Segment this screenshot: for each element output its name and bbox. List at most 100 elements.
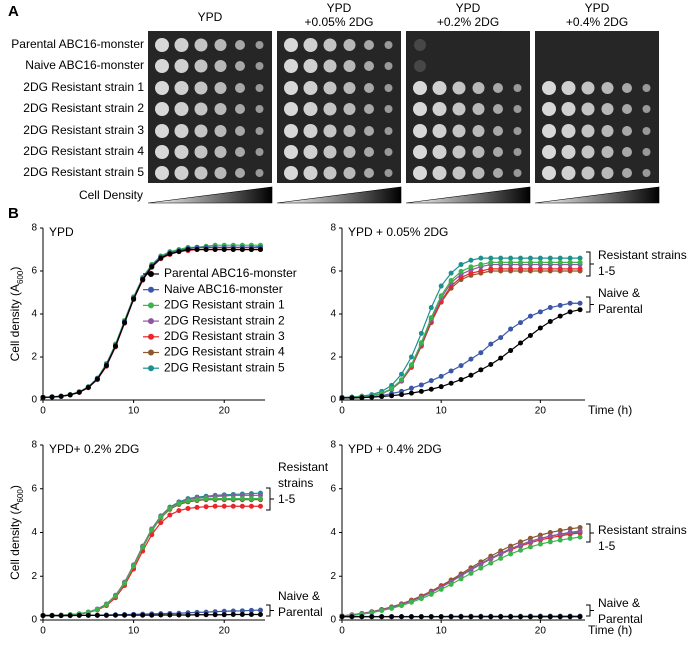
data-point — [167, 505, 173, 511]
data-point — [131, 612, 137, 618]
data-point — [518, 259, 524, 265]
spot — [413, 166, 427, 180]
row-label: 2DG Resistant strain 3 — [23, 123, 144, 137]
spot — [601, 103, 614, 115]
data-point — [468, 257, 474, 263]
row-label: 2DG Resistant strain 2 — [23, 101, 144, 115]
data-point — [498, 555, 504, 561]
spot — [542, 102, 556, 116]
data-point — [468, 264, 474, 270]
data-point — [547, 530, 553, 535]
spot — [581, 81, 595, 95]
chart-title: YPD+ 0.2% 2DG — [49, 442, 139, 456]
data-point — [379, 394, 385, 400]
y-tick-label: 2 — [31, 571, 37, 582]
spot — [323, 38, 337, 52]
data-point — [438, 293, 444, 299]
data-point — [438, 586, 444, 592]
data-point — [518, 340, 524, 346]
spot — [255, 127, 264, 135]
data-point — [58, 613, 64, 619]
data-point — [185, 612, 191, 618]
spot — [214, 39, 227, 51]
data-point — [112, 593, 118, 599]
data-point — [577, 307, 583, 313]
data-point — [498, 614, 504, 620]
data-point — [418, 388, 424, 394]
spot — [303, 166, 318, 180]
data-point — [498, 335, 504, 341]
data-point — [428, 315, 434, 321]
density-label: Cell Density — [79, 188, 143, 202]
spot — [581, 124, 595, 138]
data-point — [478, 268, 484, 274]
spot — [601, 146, 614, 158]
spot — [155, 81, 169, 95]
data-point — [40, 613, 46, 619]
spot — [235, 61, 245, 71]
data-point — [438, 614, 444, 620]
data-point — [518, 547, 524, 553]
data-point — [557, 313, 563, 319]
density-wedge — [276, 186, 402, 204]
spot — [472, 82, 485, 94]
data-point — [257, 503, 263, 509]
data-point — [518, 266, 524, 272]
data-point — [379, 608, 385, 614]
spot — [364, 147, 374, 157]
spot — [194, 102, 208, 116]
spot — [542, 124, 556, 138]
spot — [155, 59, 169, 73]
data-point — [518, 320, 524, 326]
data-point — [408, 354, 414, 360]
data-point — [85, 385, 91, 391]
legend-label: 2DG Resistant strain 3 — [164, 329, 285, 343]
bracket — [266, 604, 274, 617]
spot — [284, 145, 298, 159]
spot — [174, 59, 189, 73]
data-point — [369, 614, 375, 620]
data-point — [478, 262, 484, 268]
data-point — [557, 255, 563, 261]
data-point — [349, 614, 355, 620]
data-point — [527, 544, 533, 550]
spot — [561, 81, 576, 95]
spot — [384, 41, 393, 49]
data-point — [203, 247, 209, 252]
data-point — [239, 503, 245, 509]
row-label: 2DG Resistant strain 5 — [23, 165, 144, 179]
spot — [432, 145, 447, 159]
data-point — [458, 268, 464, 274]
spot — [155, 102, 169, 116]
spot — [343, 82, 356, 94]
column-header: YPD — [585, 1, 610, 15]
spot — [414, 60, 426, 72]
spot — [214, 146, 227, 158]
spot — [255, 148, 264, 156]
data-point — [418, 382, 424, 388]
data-point — [359, 614, 365, 620]
data-point — [498, 266, 504, 272]
data-point — [547, 255, 553, 261]
spot — [561, 145, 576, 159]
data-point — [537, 259, 543, 265]
data-point — [230, 247, 236, 252]
spot — [581, 145, 595, 159]
y-axis-label: Cell density (A600) — [8, 267, 24, 362]
row-label: 2DG Resistant strain 1 — [23, 80, 144, 94]
spot — [432, 124, 447, 138]
data-point — [167, 512, 173, 518]
data-point — [537, 535, 543, 541]
data-point — [131, 563, 137, 569]
data-point — [488, 560, 494, 566]
data-point — [94, 612, 100, 618]
x-axis-label: Time (h) — [588, 623, 632, 637]
spot — [155, 166, 169, 180]
spot — [622, 147, 632, 157]
x-tick-label: 10 — [436, 626, 448, 637]
spot — [622, 104, 632, 114]
data-point — [488, 341, 494, 347]
spot — [364, 126, 374, 136]
data-point — [158, 520, 164, 526]
data-point — [149, 527, 155, 533]
